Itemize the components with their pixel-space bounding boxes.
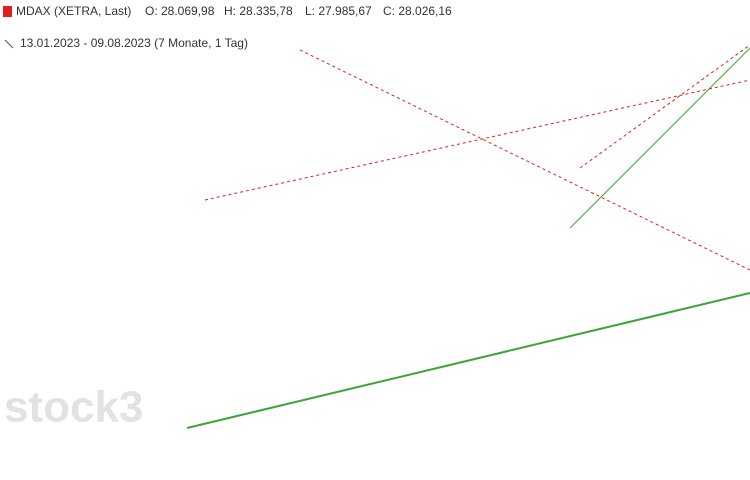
symbol-title: MDAX (XETRA, Last) bbox=[16, 4, 131, 18]
ohlc-label: L: 27.985,67 bbox=[305, 4, 372, 18]
header: MDAX (XETRA, Last) O: 28.069,98 H: 28.33… bbox=[3, 4, 452, 50]
trendlines bbox=[186, 44, 750, 429]
calendar-icon bbox=[4, 39, 14, 49]
trendline bbox=[579, 44, 750, 169]
date-range: 13.01.2023 - 09.08.2023 (7 Monate, 1 Tag… bbox=[20, 36, 248, 50]
ohlc-label: H: 28.335,78 bbox=[224, 4, 293, 18]
symbol-icon bbox=[3, 6, 12, 17]
trendline bbox=[186, 292, 750, 429]
ohlc-label: O: 28.069,98 bbox=[145, 4, 215, 18]
ohlc-label: C: 28.026,16 bbox=[383, 4, 452, 18]
trendline bbox=[569, 47, 750, 229]
watermark: stock3 bbox=[4, 383, 143, 432]
